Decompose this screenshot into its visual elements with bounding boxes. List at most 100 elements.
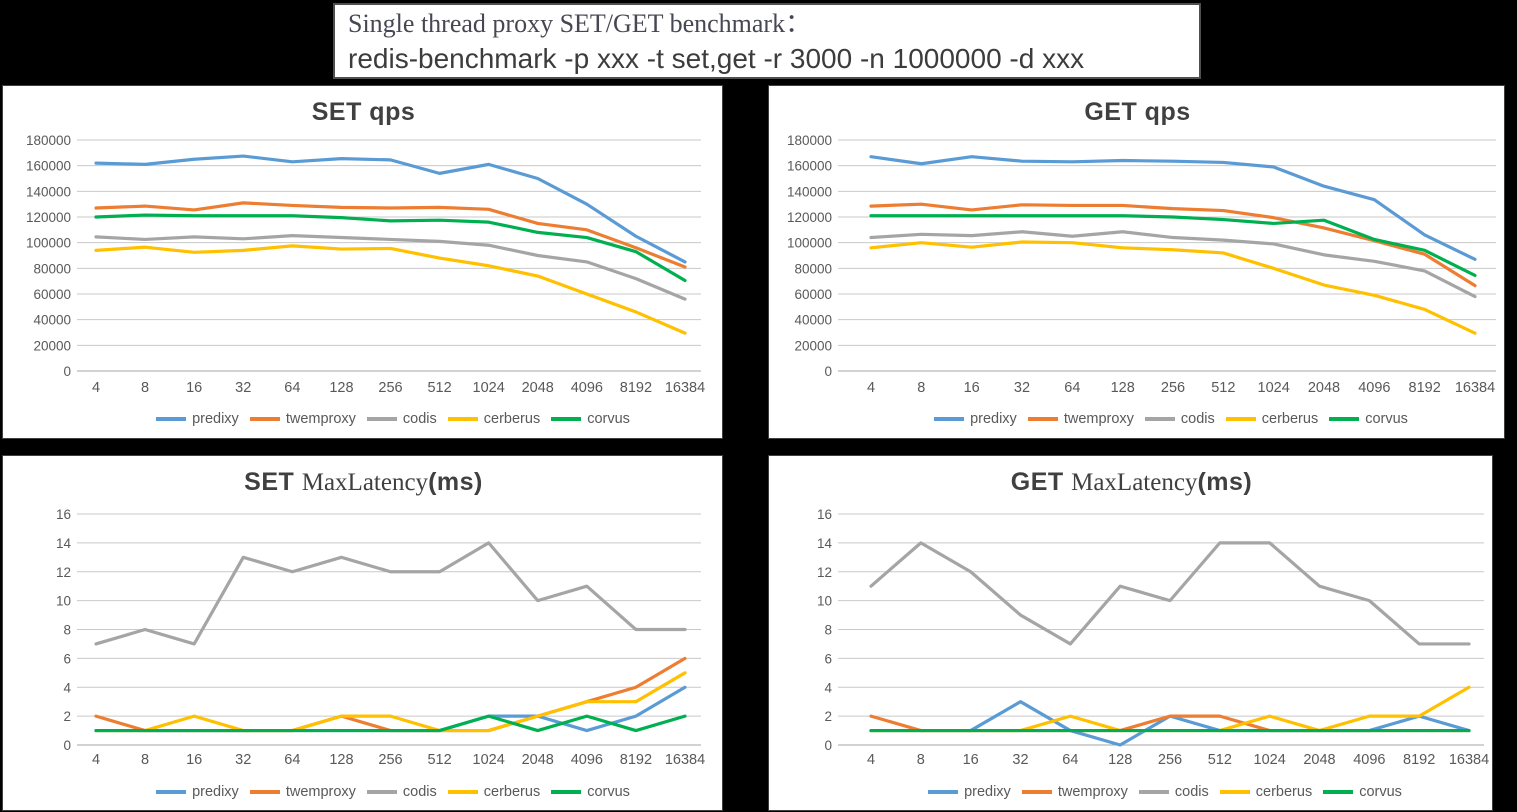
legend-item-cerberus: cerberus: [1219, 784, 1312, 800]
series-line-cerberus: [94, 244, 687, 335]
x-tick-label: 16: [186, 380, 202, 396]
y-tick-label: 80000: [794, 261, 832, 276]
x-tick-label: 32: [235, 752, 251, 768]
x-tick-label: 16: [186, 752, 202, 768]
y-tick-label: 80000: [33, 261, 71, 276]
legend-swatch-corvus: [1329, 417, 1360, 421]
legend-get-latency: predixy twemproxy codis cerberus corvus: [846, 783, 1484, 801]
y-tick-label: 8: [824, 623, 832, 638]
legend-swatch-predixy: [156, 417, 187, 421]
x-tick-label: 256: [1161, 380, 1185, 396]
x-tick-label: 2048: [1303, 752, 1335, 768]
x-tick-label: 4096: [571, 380, 603, 396]
x-tick-label: 8192: [620, 380, 652, 396]
x-tick-label: 512: [1211, 380, 1235, 396]
x-tick-label: 1024: [1258, 380, 1290, 396]
legend-item-corvus: corvus: [1329, 411, 1408, 427]
x-tick-label: 1024: [473, 752, 505, 768]
legend-swatch-corvus: [551, 790, 582, 794]
x-tick-label: 4: [867, 380, 875, 396]
legend-item-predixy: predixy: [156, 784, 239, 800]
x-tick-label: 512: [427, 380, 451, 396]
y-tick-label: 14: [817, 536, 833, 551]
x-tick-label: 512: [1208, 752, 1232, 768]
legend-item-twemproxy: twemproxy: [1027, 411, 1134, 427]
x-tick-label: 2048: [1308, 380, 1340, 396]
chart-svg-get-latency: GET MaxLatency(ms) 0 2 4 6 8 10 12 14 16 4 8 16 32 64 1…: [817, 468, 1489, 768]
legend-label: cerberus: [1261, 411, 1319, 427]
x-tick-label: 128: [329, 380, 353, 396]
legend-item-codis: codis: [1138, 784, 1209, 800]
y-tick-label: 14: [56, 536, 72, 551]
x-tick-label: 2048: [522, 752, 554, 768]
y-tick-label: 0: [63, 738, 71, 753]
series-line-codis: [869, 230, 1477, 299]
x-tick-label: 8: [141, 380, 149, 396]
legend-label: codis: [402, 411, 437, 427]
chart-title-get-qps: GET qps: [1084, 98, 1190, 126]
y-tick-label: 180000: [26, 133, 71, 148]
series-line-predixy: [869, 700, 1471, 747]
legend-item-codis: codis: [1144, 411, 1215, 427]
legend-label: codis: [1174, 784, 1209, 800]
legend-swatch-predixy: [934, 417, 965, 421]
x-tick-label: 128: [1111, 380, 1135, 396]
x-tick-label: 128: [1108, 752, 1132, 768]
y-tick-label: 2: [63, 709, 71, 724]
series-line-corvus: [869, 214, 1477, 277]
legend-label: twemproxy: [285, 784, 356, 800]
y-tick-label: 12: [56, 565, 71, 580]
x-tick-label: 2048: [522, 380, 554, 396]
y-tick-label: 20000: [33, 338, 71, 353]
series-line-twemproxy: [94, 201, 687, 269]
legend-item-twemproxy: twemproxy: [1021, 784, 1128, 800]
legend-label: cerberus: [483, 411, 541, 427]
x-tick-label: 1024: [473, 380, 505, 396]
x-tick-label: 16384: [1455, 380, 1495, 396]
y-tick-label: 60000: [794, 287, 832, 302]
series-line-predixy: [94, 154, 687, 264]
chart-panel-get-latency: GET MaxLatency(ms) 0 2 4 6 8 10 12 14 16 4 8 16 32 64 1…: [768, 455, 1493, 811]
y-tick-label: 6: [824, 651, 832, 666]
series-line-predixy: [94, 685, 687, 733]
legend-item-cerberus: cerberus: [447, 784, 540, 800]
legend-swatch-codis: [1138, 790, 1169, 794]
legend-get-qps: predixy twemproxy codis cerberus corvus: [846, 410, 1496, 428]
chart-title-set-latency: SET MaxLatency(ms): [244, 468, 483, 496]
legend-label: predixy: [964, 784, 1011, 800]
legend-item-twemproxy: twemproxy: [249, 784, 356, 800]
y-tick-label: 40000: [33, 313, 71, 328]
legend-item-codis: codis: [366, 784, 437, 800]
series-line-cerberus: [869, 685, 1471, 733]
x-tick-label: 8192: [1409, 380, 1441, 396]
y-tick-label: 160000: [26, 159, 71, 174]
series-line-codis: [869, 541, 1471, 646]
legend-item-cerberus: cerberus: [1225, 411, 1319, 427]
legend-label: corvus: [587, 411, 630, 427]
legend-swatch-codis: [366, 790, 397, 794]
x-tick-label: 16: [963, 752, 979, 768]
legend-swatch-predixy: [156, 790, 187, 794]
series-line-corvus: [94, 714, 687, 733]
legend-swatch-twemproxy: [1021, 790, 1052, 794]
legend-label: corvus: [1359, 784, 1402, 800]
y-tick-label: 4: [824, 680, 832, 695]
legend-label: predixy: [192, 411, 239, 427]
y-tick-label: 8: [63, 623, 71, 638]
chart-panel-get-qps: GET qps 0 20000 40000 60000 80000 100000 120000…: [768, 85, 1505, 439]
chart-panel-set-latency: SET MaxLatency(ms) 0 2 4 6 8 10 12 14 16 4 8 16 32 64 1…: [2, 455, 723, 811]
x-tick-label: 16384: [665, 380, 705, 396]
y-tick-label: 16: [56, 507, 71, 522]
legend-label: predixy: [970, 411, 1017, 427]
x-tick-label: 4: [867, 752, 875, 768]
legend-item-corvus: corvus: [551, 784, 630, 800]
legend-swatch-corvus: [551, 417, 582, 421]
series-line-cerberus: [869, 240, 1477, 335]
legend-swatch-cerberus: [1225, 417, 1256, 421]
x-tick-label: 4096: [571, 752, 603, 768]
legend-item-corvus: corvus: [1323, 784, 1402, 800]
legend-label: codis: [402, 784, 437, 800]
legend-swatch-codis: [1144, 417, 1175, 421]
legend-swatch-cerberus: [447, 790, 478, 794]
